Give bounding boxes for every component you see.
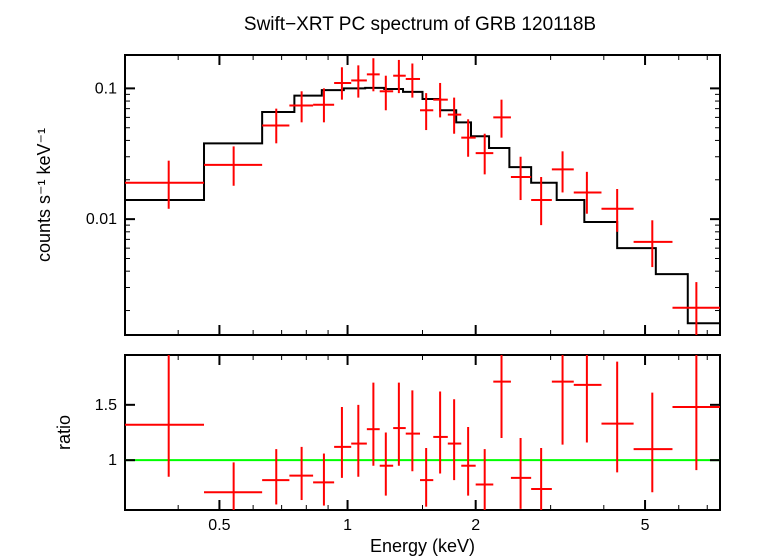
ytick-label: 1 xyxy=(108,452,117,469)
xtick-label: 1 xyxy=(343,517,352,534)
xtick-label: 2 xyxy=(471,517,480,534)
top-ylabel: counts s⁻¹ keV⁻¹ xyxy=(34,128,54,262)
ytick-label: 0.01 xyxy=(86,211,117,228)
xtick-label: 5 xyxy=(641,517,650,534)
xlabel: Energy (keV) xyxy=(370,536,475,556)
bottom-panel-frame xyxy=(125,355,720,510)
chart-title: Swift−XRT PC spectrum of GRB 120118B xyxy=(244,14,596,35)
ytick-label: 0.1 xyxy=(95,80,117,97)
ytick-label: 1.5 xyxy=(95,397,117,414)
ratio-data xyxy=(125,355,720,519)
xtick-label: 0.5 xyxy=(208,517,230,534)
model-curve xyxy=(125,88,720,323)
spectrum-chart: Swift−XRT PC spectrum of GRB 120118B 0.01… xyxy=(0,0,758,556)
bottom-ylabel: ratio xyxy=(54,415,74,450)
